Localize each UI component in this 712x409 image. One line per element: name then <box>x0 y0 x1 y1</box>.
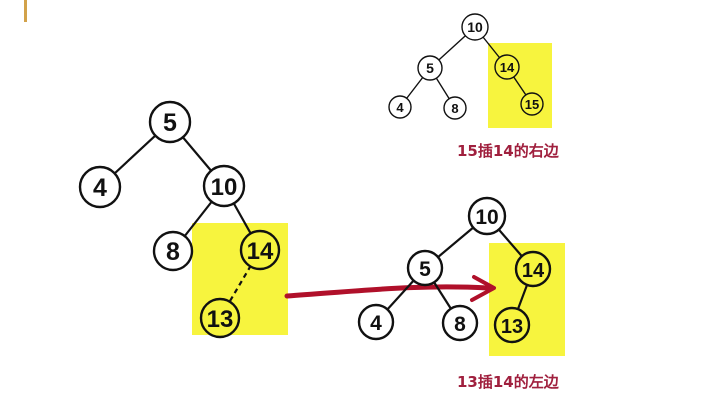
tree-node: 8 <box>441 304 479 342</box>
node-label: 13 <box>501 316 523 338</box>
node-circle <box>441 304 479 342</box>
node-label: 10 <box>211 174 238 201</box>
node-label: 4 <box>396 100 404 115</box>
node-circle <box>202 164 246 208</box>
top-right-tree: 10 5 14 4 8 15 <box>388 13 544 120</box>
arrow-head <box>470 275 496 302</box>
tree-node: 5 <box>417 55 443 81</box>
node-circle <box>520 92 544 116</box>
node-circle <box>417 55 443 81</box>
tree-node: 10 <box>467 196 507 236</box>
node-circle <box>514 250 552 288</box>
node-circle <box>199 297 241 339</box>
node-label: 10 <box>467 19 483 35</box>
tree-node: 8 <box>443 96 467 120</box>
node-circle <box>78 165 122 209</box>
tree-node: 4 <box>78 165 122 209</box>
caption-bottom-right: 13插14的左边 <box>457 373 560 391</box>
node-label: 14 <box>247 238 274 265</box>
node-circle <box>461 13 489 41</box>
tree-node: 8 <box>152 230 194 272</box>
node-label: 8 <box>451 101 458 116</box>
node-circle <box>388 95 412 119</box>
node-circle <box>493 306 531 344</box>
node-label: 10 <box>475 206 498 229</box>
node-circle <box>406 249 444 287</box>
node-label: 5 <box>163 109 177 137</box>
node-label: 8 <box>454 313 466 336</box>
node-label: 14 <box>500 60 515 75</box>
node-label: 4 <box>370 312 382 335</box>
tree-node: 15 <box>520 92 544 116</box>
node-circle <box>357 303 395 341</box>
tree-node: 13 <box>199 297 241 339</box>
node-label: 15 <box>525 97 539 112</box>
node-label: 5 <box>426 60 434 76</box>
node-circle <box>239 229 281 271</box>
node-circle <box>494 54 520 80</box>
tree-node: 4 <box>388 95 412 119</box>
node-label: 5 <box>419 258 431 281</box>
tree-node: 14 <box>494 54 520 80</box>
node-circle <box>467 196 507 236</box>
tree-node: 4 <box>357 303 395 341</box>
tree-node: 5 <box>148 100 192 144</box>
left-tree: 5 4 10 8 14 13 <box>78 100 281 339</box>
node-label: 4 <box>93 174 107 202</box>
node-circle <box>152 230 194 272</box>
tree-node: 14 <box>514 250 552 288</box>
node-label: 14 <box>522 260 545 282</box>
tree-node: 14 <box>239 229 281 271</box>
node-circle <box>443 96 467 120</box>
arrow-shaft <box>284 284 491 299</box>
node-circle <box>148 100 192 144</box>
node-label: 13 <box>207 306 234 333</box>
node-label: 8 <box>166 238 180 266</box>
tree-node: 5 <box>406 249 444 287</box>
tree-node: 10 <box>202 164 246 208</box>
transition-arrow <box>284 275 496 302</box>
bottom-right-tree: 10 5 14 4 8 13 <box>357 196 552 344</box>
tree-node: 13 <box>493 306 531 344</box>
left-accent-rule <box>24 0 27 22</box>
caption-top-right: 15插14的右边 <box>457 142 560 160</box>
tree-node: 10 <box>461 13 489 41</box>
